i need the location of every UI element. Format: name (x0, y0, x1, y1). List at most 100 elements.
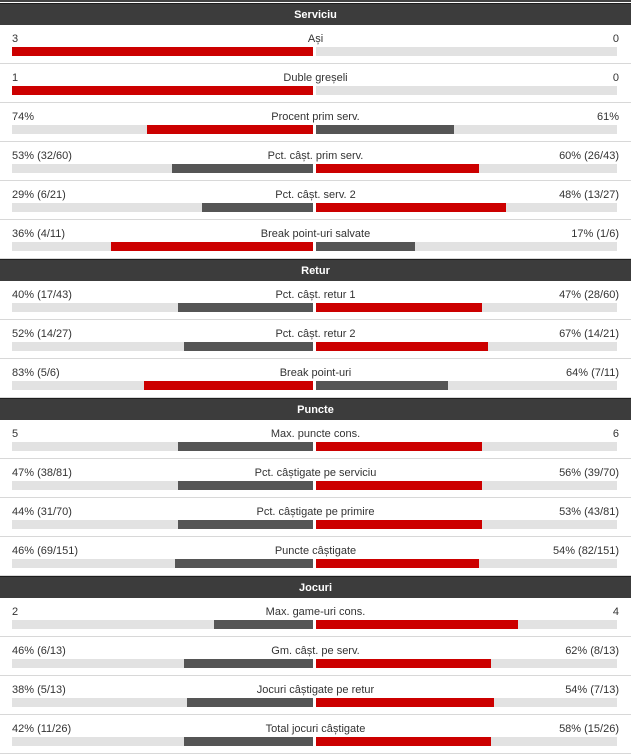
player1-bar-track (12, 442, 313, 451)
player2-bar-track (316, 164, 617, 173)
player2-value: 60% (26/43) (559, 150, 619, 162)
player1-value: 47% (38/81) (12, 467, 72, 479)
player2-bar-fill (316, 442, 482, 451)
player1-bar-track (12, 47, 313, 56)
stat-label: Break point-uri salvate (260, 228, 371, 240)
player2-value: 61% (596, 111, 619, 123)
stat-label: Max. puncte cons. (270, 428, 361, 440)
player2-bar-fill (316, 481, 482, 490)
player1-bar-fill (144, 381, 313, 390)
player1-value: 42% (11/26) (12, 723, 72, 735)
player2-value: 56% (39/70) (559, 467, 619, 479)
player2-value: 58% (15/26) (559, 723, 619, 735)
player2-bar-track (316, 442, 617, 451)
player2-bar-fill (316, 520, 482, 529)
player1-bar-track (12, 559, 313, 568)
player1-value: 46% (69/151) (12, 545, 79, 557)
player1-bar-track (12, 303, 313, 312)
section-header-retur: Retur (0, 259, 631, 281)
stat-row: Pct. câștigate pe serviciu 47% (38/81) 56%… (0, 459, 631, 498)
player1-bar-fill (12, 47, 313, 56)
section-header-jocuri: Jocuri (0, 576, 631, 598)
stat-row: Break point-uri 83% (5/6) 64% (7/11) (0, 359, 631, 398)
player2-value: 6 (612, 428, 619, 440)
stat-row: Pct. câșt. retur 2 52% (14/27) 67% (14/21) (0, 320, 631, 359)
stat-label: Total jocuri câștigate (265, 723, 366, 735)
stat-label: Pct. câșt. retur 1 (275, 289, 356, 301)
player2-bar-fill (316, 164, 479, 173)
stat-row: Break point-uri salvate 36% (4/11) 17% (1/… (0, 220, 631, 259)
player2-bar-fill (316, 737, 491, 746)
stat-row: Pct. câșt. prim serv. 53% (32/60) 60% (26/… (0, 142, 631, 181)
player1-bar-track (12, 342, 313, 351)
stat-label: Gm. câșt. pe serv. (271, 645, 360, 657)
player2-bar-track (316, 242, 617, 251)
player2-value: 0 (612, 33, 619, 45)
player1-bar-fill (12, 86, 313, 95)
player1-bar-fill (178, 442, 313, 451)
player1-bar-track (12, 203, 313, 212)
player1-bar-track (12, 481, 313, 490)
stat-row: Jocuri câștigate pe retur 38% (5/13) 54% (… (0, 676, 631, 715)
stat-row: Gm. câșt. pe serv. 46% (6/13) 62% (8/13) (0, 637, 631, 676)
player1-value: 36% (4/11) (12, 228, 65, 240)
player2-value: 48% (13/27) (559, 189, 619, 201)
player1-bar-track (12, 381, 313, 390)
section-header-serviciu: Serviciu (0, 3, 631, 25)
player1-bar-fill (111, 242, 313, 251)
section-header-puncte: Puncte (0, 398, 631, 420)
player2-bar-track (316, 520, 617, 529)
stat-row: Puncte câștigate 46% (69/151) 54% (82/151) (0, 537, 631, 576)
stat-row: Pct. câștigate pe primire 44% (31/70) 53% … (0, 498, 631, 537)
player1-value: 29% (6/21) (12, 189, 66, 201)
player2-bar-track (316, 737, 617, 746)
player1-bar-fill (184, 659, 313, 668)
player1-bar-track (12, 86, 313, 95)
player2-bar-fill (316, 698, 494, 707)
player2-bar-track (316, 86, 617, 95)
stat-label: Pct. câștigate pe serviciu (254, 467, 377, 479)
player1-bar-track (12, 698, 313, 707)
player2-value: 54% (7/13) (565, 684, 619, 696)
stat-row: Pct. câșt. retur 1 40% (17/43) 47% (28/60) (0, 281, 631, 320)
player1-value: 3 (12, 33, 19, 45)
player2-bar-fill (316, 559, 479, 568)
player2-bar-track (316, 481, 617, 490)
player1-value: 52% (14/27) (12, 328, 72, 340)
player2-value: 64% (7/11) (566, 367, 619, 379)
stat-label: Puncte câștigate (274, 545, 357, 557)
stat-label: Pct. câșt. retur 2 (275, 328, 356, 340)
player1-bar-fill (187, 698, 313, 707)
player1-value: 5 (12, 428, 19, 440)
stat-row: Max. puncte cons. 5 6 (0, 420, 631, 459)
player2-value: 67% (14/21) (559, 328, 619, 340)
stat-label: Break point-uri (279, 367, 352, 379)
top-divider (0, 0, 631, 2)
player1-bar-fill (184, 342, 313, 351)
player2-bar-track (316, 698, 617, 707)
stat-row: Pct. câșt. serv. 2 29% (6/21) 48% (13/27) (0, 181, 631, 220)
player2-value: 17% (1/6) (571, 228, 619, 240)
player2-bar-track (316, 342, 617, 351)
player1-value: 53% (32/60) (12, 150, 72, 162)
player1-bar-track (12, 125, 313, 134)
player2-bar-fill (316, 620, 518, 629)
stat-row: Procent prim serv. 74% 61% (0, 103, 631, 142)
stat-label: Duble greșeli (283, 72, 348, 84)
player1-bar-track (12, 737, 313, 746)
player1-value: 44% (31/70) (12, 506, 72, 518)
player2-value: 62% (8/13) (565, 645, 619, 657)
player2-bar-track (316, 203, 617, 212)
player1-value: 40% (17/43) (12, 289, 72, 301)
player1-bar-fill (178, 303, 313, 312)
stat-row: Max. game-uri cons. 2 4 (0, 598, 631, 637)
player1-bar-track (12, 164, 313, 173)
player1-bar-fill (184, 737, 313, 746)
player2-bar-fill (316, 242, 415, 251)
player2-bar-track (316, 381, 617, 390)
player2-bar-track (316, 303, 617, 312)
player1-value: 74% (12, 111, 35, 123)
player1-value: 2 (12, 606, 19, 618)
stat-label: Pct. câștigate pe primire (256, 506, 375, 518)
